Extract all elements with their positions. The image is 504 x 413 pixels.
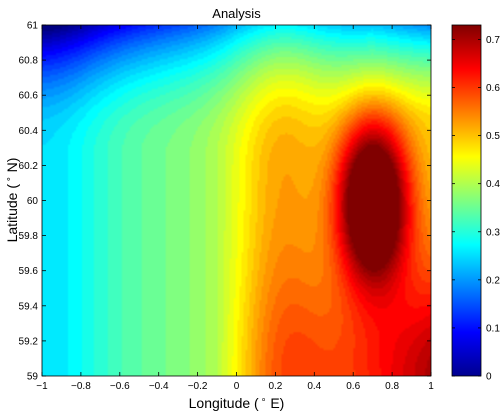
colorbar-tick-label: 0.2 bbox=[486, 275, 500, 286]
y-axis-label: Latitude (∘N) bbox=[3, 158, 20, 243]
colorbar-tick-label: 0.3 bbox=[486, 227, 500, 238]
y-tick-label: 60 bbox=[27, 196, 39, 207]
x-tick-label: −1 bbox=[36, 381, 48, 392]
x-tick-label: 1 bbox=[428, 381, 434, 392]
y-tick-label: 61 bbox=[27, 21, 39, 32]
x-tick-label: 0 bbox=[234, 381, 240, 392]
y-tick-label: 60.6 bbox=[19, 91, 39, 102]
colorbar-tick-label: 0.1 bbox=[486, 323, 500, 334]
x-tick-label: 0.8 bbox=[385, 381, 399, 392]
x-tick-label: −0.8 bbox=[71, 381, 91, 392]
y-tick-label: 60.4 bbox=[19, 126, 39, 137]
x-tick-label: −0.2 bbox=[188, 381, 208, 392]
colorbar-tick-label: 0.4 bbox=[486, 179, 500, 190]
x-axis: −1 −0.8 −0.6 −0.4 −0.2 0 0.2 0.4 0.6 0.8 1 bbox=[36, 25, 434, 392]
y-tick-label: 59.8 bbox=[19, 231, 39, 242]
x-axis-label: Longitude (∘ E) bbox=[189, 394, 285, 411]
y-tick-label: 59.4 bbox=[19, 301, 39, 312]
y-tick-label: 59 bbox=[27, 372, 39, 383]
x-tick-label: 0.4 bbox=[307, 381, 321, 392]
colorbar-tick-label: 0.7 bbox=[486, 35, 500, 46]
y-tick-label: 60.8 bbox=[19, 56, 39, 67]
colorbar-tick-label: 0 bbox=[486, 372, 492, 383]
y-tick-label: 60.2 bbox=[19, 161, 39, 172]
colorbar-tick-label: 0.6 bbox=[486, 83, 500, 94]
x-tick-label: 0.6 bbox=[346, 381, 360, 392]
colorbar-tick-label: 0.5 bbox=[486, 131, 500, 142]
x-tick-label: −0.6 bbox=[110, 381, 130, 392]
colorbar-axis: 0 0.1 0.2 0.3 0.4 0.5 0.6 0.7 bbox=[452, 35, 500, 383]
chart-title: Analysis bbox=[212, 6, 261, 21]
y-axis: 59 59.2 59.4 59.6 59.8 60 60.2 60.4 60.6 60.8 61 bbox=[19, 21, 431, 383]
colorbar bbox=[451, 24, 482, 377]
heatmap-image bbox=[42, 25, 431, 376]
x-tick-label: −0.4 bbox=[149, 381, 169, 392]
y-tick-label: 59.6 bbox=[19, 266, 39, 277]
x-tick-label: 0.2 bbox=[268, 381, 282, 392]
y-tick-label: 59.2 bbox=[19, 336, 39, 347]
